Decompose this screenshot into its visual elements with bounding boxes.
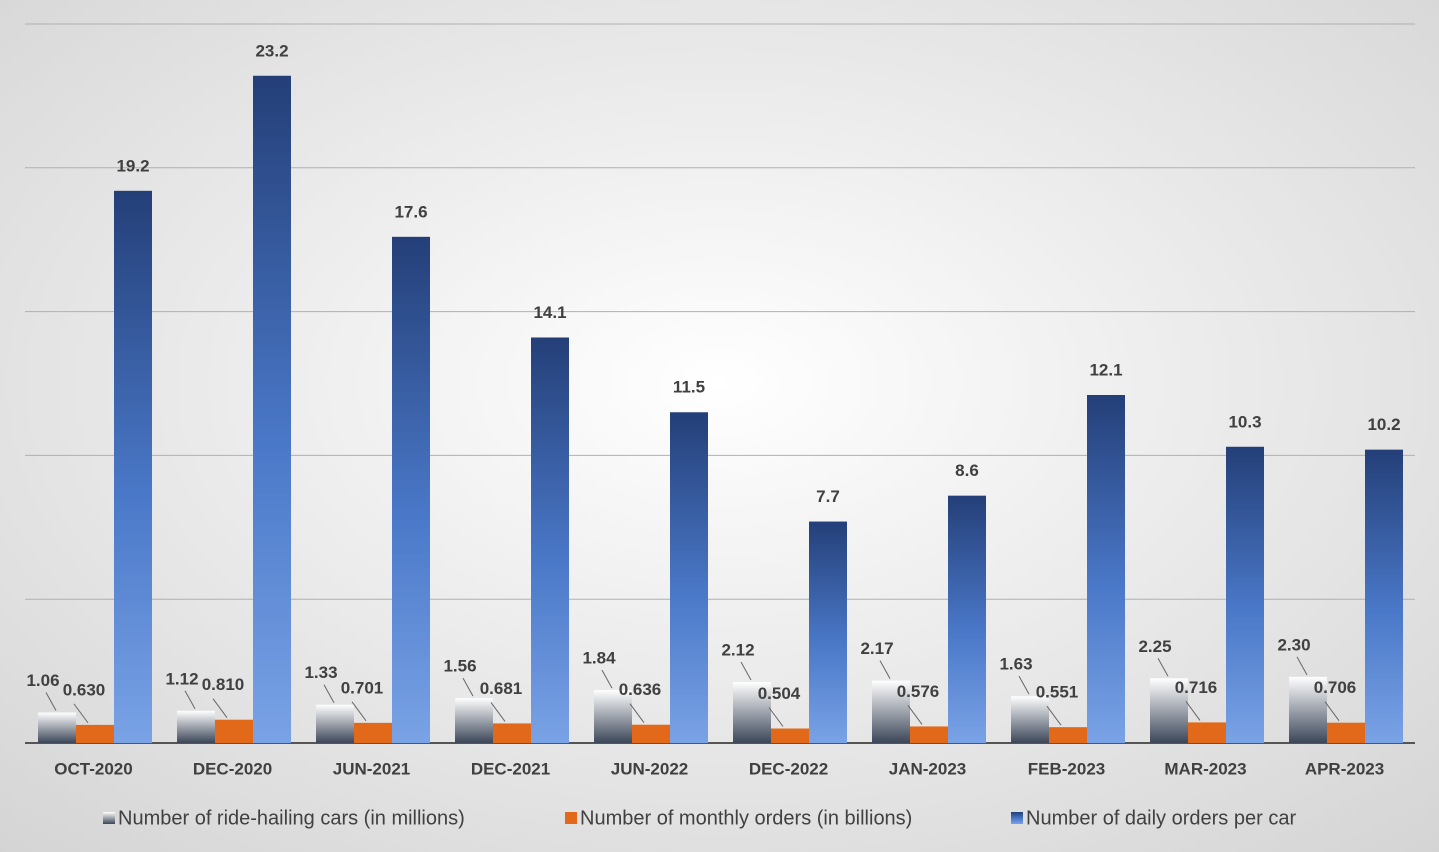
x-tick-label: JUN-2021 xyxy=(333,759,411,778)
bar xyxy=(948,495,986,743)
data-label: 0.504 xyxy=(758,684,801,703)
data-label: 0.706 xyxy=(1314,678,1357,697)
data-label: 1.33 xyxy=(304,663,337,682)
bar xyxy=(670,412,708,743)
data-label: 0.716 xyxy=(1175,678,1218,697)
data-label: 19.2 xyxy=(116,156,149,175)
data-label: 2.17 xyxy=(860,639,893,658)
leader-line xyxy=(73,703,89,724)
data-label: 10.3 xyxy=(1228,412,1261,431)
legend-swatch xyxy=(103,812,115,824)
bar xyxy=(872,680,910,743)
data-label: 2.25 xyxy=(1138,637,1171,656)
legend-label: Number of daily orders per car xyxy=(1026,807,1296,829)
x-tick-label: JUN-2022 xyxy=(611,759,689,778)
data-label: 17.6 xyxy=(394,202,427,221)
bar xyxy=(632,724,670,743)
data-label: 1.63 xyxy=(999,655,1032,674)
leader-line xyxy=(490,702,506,722)
leader-line xyxy=(629,703,645,724)
x-tick-label: FEB-2023 xyxy=(1028,759,1105,778)
bar xyxy=(38,712,76,743)
leader-line xyxy=(1046,705,1062,726)
legend-label: Number of ride-hailing cars (in millions… xyxy=(118,807,465,829)
x-tick-label: APR-2023 xyxy=(1305,759,1384,778)
bar xyxy=(1011,696,1049,743)
data-label: 1.06 xyxy=(26,671,59,690)
bar xyxy=(177,710,215,743)
leader-line xyxy=(907,705,923,725)
data-label: 0.576 xyxy=(897,682,940,701)
x-tick-label: MAR-2023 xyxy=(1164,759,1246,778)
bar xyxy=(455,698,493,743)
data-label: 0.630 xyxy=(63,680,106,699)
legend-swatch xyxy=(565,812,577,824)
bar xyxy=(1188,722,1226,743)
bar xyxy=(1226,446,1264,743)
leader-line xyxy=(1157,658,1169,677)
leader-line xyxy=(351,701,367,722)
leader-line xyxy=(323,684,335,703)
leader-line xyxy=(1018,675,1030,695)
bar xyxy=(733,682,771,743)
leader-line xyxy=(879,660,891,679)
leader-line xyxy=(462,677,474,697)
data-label: 2.30 xyxy=(1277,635,1310,654)
data-label: 1.84 xyxy=(582,649,616,668)
bar xyxy=(1150,678,1188,743)
bar xyxy=(354,722,392,743)
leader-line xyxy=(45,692,57,711)
bar xyxy=(1365,449,1403,743)
bar xyxy=(1087,395,1125,743)
data-label: 8.6 xyxy=(955,461,979,480)
data-label: 0.551 xyxy=(1036,683,1079,702)
data-label: 11.5 xyxy=(673,378,705,397)
data-label: 10.2 xyxy=(1367,415,1400,434)
x-tick-label: JAN-2023 xyxy=(889,759,967,778)
data-label: 23.2 xyxy=(255,41,288,60)
data-label: 12.1 xyxy=(1089,360,1122,379)
leader-line xyxy=(1324,701,1340,721)
data-label: 2.12 xyxy=(721,641,754,660)
leader-line xyxy=(212,698,228,719)
bar xyxy=(76,724,114,743)
leader-line xyxy=(768,707,784,727)
bar xyxy=(114,190,152,744)
data-label: 0.636 xyxy=(619,680,662,699)
data-label: 0.810 xyxy=(202,675,245,694)
bar xyxy=(493,723,531,743)
bar xyxy=(594,690,632,743)
data-label: 1.56 xyxy=(443,657,476,676)
bar xyxy=(316,704,354,743)
data-label: 0.681 xyxy=(480,679,523,698)
leader-line xyxy=(184,690,196,710)
x-tick-label: OCT-2020 xyxy=(54,759,132,778)
x-tick-label: DEC-2020 xyxy=(193,759,272,778)
bar xyxy=(1327,722,1365,743)
leader-line xyxy=(601,669,613,689)
x-tick-label: DEC-2021 xyxy=(471,759,550,778)
data-label: 14.1 xyxy=(533,303,566,322)
bar xyxy=(215,719,253,743)
legend-label: Number of monthly orders (in billions) xyxy=(580,807,912,829)
bar xyxy=(910,726,948,743)
bar xyxy=(1289,676,1327,743)
bar xyxy=(253,75,291,743)
x-tick-label: DEC-2022 xyxy=(749,759,828,778)
leader-line xyxy=(740,661,752,681)
leader-line xyxy=(1296,656,1308,676)
legend-swatch xyxy=(1011,812,1023,824)
data-label: 7.7 xyxy=(816,487,840,506)
bar xyxy=(392,236,430,743)
bar xyxy=(809,521,847,743)
data-label: 0.701 xyxy=(341,678,384,697)
bar xyxy=(771,728,809,743)
bar xyxy=(1049,727,1087,743)
data-label: 1.12 xyxy=(165,669,198,688)
leader-line xyxy=(1185,701,1201,721)
bar xyxy=(531,337,569,743)
